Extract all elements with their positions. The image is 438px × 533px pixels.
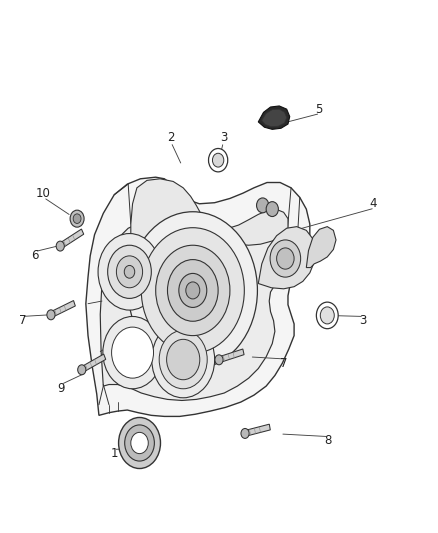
Circle shape: [155, 245, 230, 336]
Circle shape: [152, 321, 215, 398]
Text: 7: 7: [280, 357, 288, 370]
Text: 7: 7: [19, 314, 27, 327]
Circle shape: [159, 330, 207, 389]
Text: 3: 3: [220, 131, 227, 144]
Circle shape: [108, 245, 151, 298]
Circle shape: [257, 198, 269, 213]
Polygon shape: [100, 220, 289, 400]
Circle shape: [141, 228, 244, 353]
Text: 1: 1: [111, 447, 119, 460]
Circle shape: [186, 282, 200, 299]
Polygon shape: [81, 354, 106, 373]
Circle shape: [212, 154, 224, 167]
Polygon shape: [59, 229, 84, 249]
Circle shape: [119, 417, 160, 469]
Polygon shape: [86, 177, 310, 416]
Circle shape: [73, 214, 81, 223]
Circle shape: [320, 307, 334, 324]
Circle shape: [316, 302, 338, 329]
Text: 8: 8: [324, 434, 331, 447]
Polygon shape: [244, 424, 270, 437]
Text: 6: 6: [31, 249, 39, 262]
Polygon shape: [258, 106, 290, 130]
Circle shape: [125, 425, 154, 461]
Text: 2: 2: [167, 131, 175, 144]
Polygon shape: [131, 179, 288, 261]
Circle shape: [78, 365, 86, 375]
Circle shape: [98, 233, 161, 310]
Polygon shape: [262, 109, 287, 127]
Text: 9: 9: [57, 382, 65, 395]
Circle shape: [277, 248, 294, 269]
Circle shape: [241, 429, 249, 439]
Circle shape: [167, 260, 218, 321]
Circle shape: [215, 355, 223, 365]
Polygon shape: [50, 301, 75, 318]
Circle shape: [124, 265, 135, 278]
Circle shape: [128, 212, 258, 369]
Polygon shape: [306, 227, 336, 268]
Circle shape: [117, 256, 143, 288]
Circle shape: [112, 327, 153, 378]
Circle shape: [70, 210, 84, 227]
Circle shape: [266, 201, 279, 216]
Circle shape: [208, 149, 228, 172]
Circle shape: [179, 273, 207, 308]
Text: 10: 10: [36, 187, 51, 200]
Text: 3: 3: [359, 314, 366, 327]
Circle shape: [47, 310, 55, 320]
Polygon shape: [258, 227, 315, 289]
Polygon shape: [219, 349, 244, 362]
Circle shape: [56, 241, 64, 251]
Circle shape: [270, 240, 300, 277]
Circle shape: [131, 432, 148, 454]
Text: 4: 4: [370, 197, 377, 211]
Circle shape: [166, 340, 200, 379]
Text: 5: 5: [315, 103, 322, 116]
Circle shape: [103, 317, 162, 389]
